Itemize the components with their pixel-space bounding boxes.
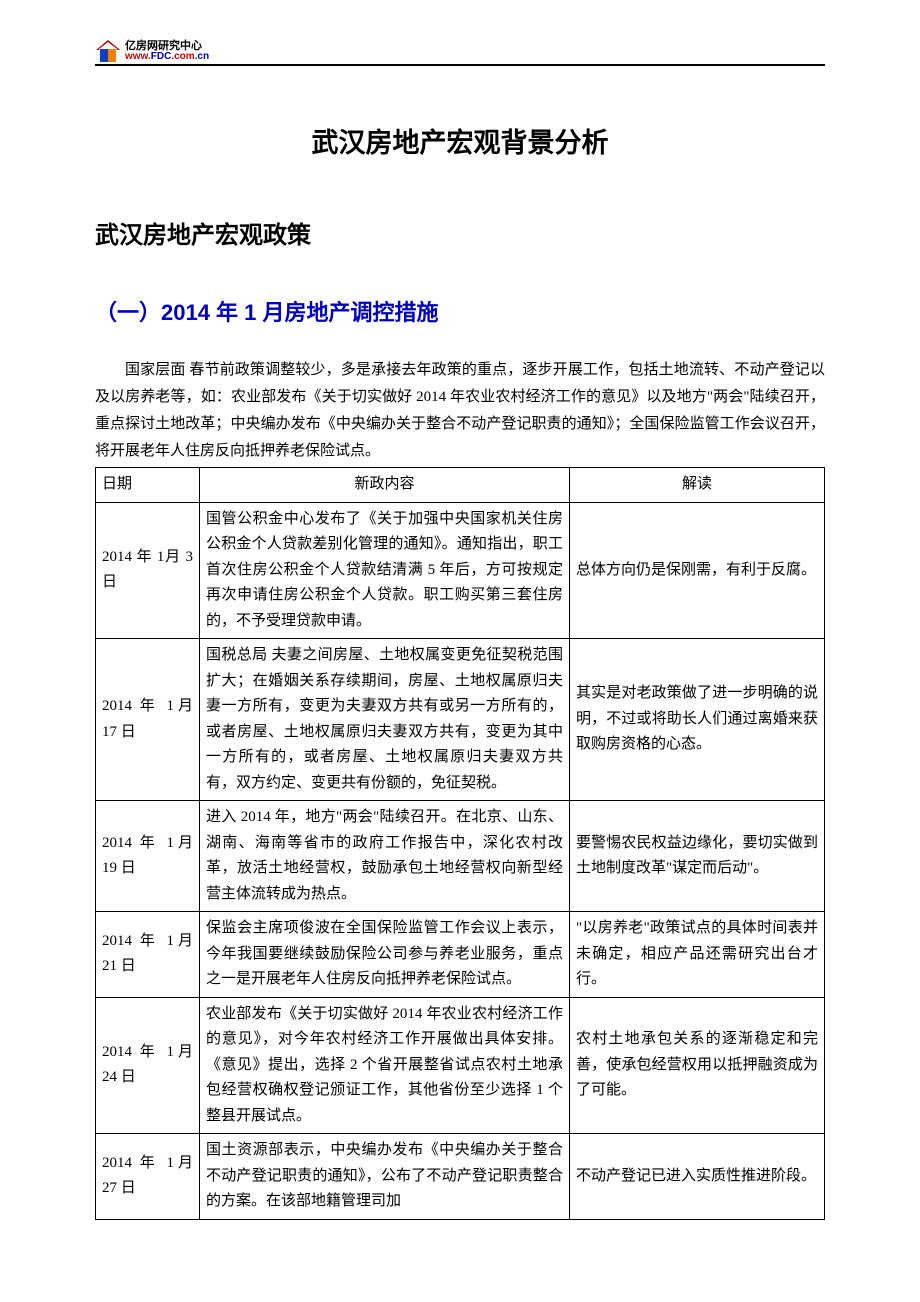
cell-date: 2014 年 1月 3 日: [96, 502, 200, 639]
logo-text: 亿房网研究中心 www.FDC.com.cn: [125, 41, 209, 62]
col-header-read: 解读: [570, 468, 825, 503]
table-row: 2014 年 1月 3 日 国管公积金中心发布了《关于加强中央国家机关住房公积金…: [96, 502, 825, 639]
table-row: 2014 年 1月 21 日 保监会主席项俊波在全国保险监管工作会议上表示，今年…: [96, 912, 825, 998]
cell-content: 国税总局 夫妻之间房屋、土地权属变更免征契税范围扩大；在婚姻关系存续期间，房屋、…: [200, 639, 570, 801]
cell-read: 农村土地承包关系的逐渐稳定和完善，使承包经营权用以抵押融资成为了可能。: [570, 997, 825, 1134]
cell-read: 要警惕农民权益边缘化，要切实做到土地制度改革"谋定而后动"。: [570, 801, 825, 912]
cell-content: 国管公积金中心发布了《关于加强中央国家机关住房公积金个人贷款差别化管理的通知》。…: [200, 502, 570, 639]
col-header-content: 新政内容: [200, 468, 570, 503]
cell-content: 农业部发布《关于切实做好 2014 年农业农村经济工作的意见》，对今年农村经济工…: [200, 997, 570, 1134]
col-header-date: 日期: [96, 468, 200, 503]
house-icon: [95, 40, 121, 62]
cell-read: 总体方向仍是保刚需，有利于反腐。: [570, 502, 825, 639]
page-header: 亿房网研究中心 www.FDC.com.cn: [95, 40, 825, 66]
logo: 亿房网研究中心 www.FDC.com.cn: [95, 40, 209, 62]
logo-url: www.FDC.com.cn: [125, 52, 209, 62]
cell-content: 国土资源部表示，中央编办发布《中央编办关于整合不动产登记职责的通知》，公布了不动…: [200, 1134, 570, 1220]
cell-date: 2014 年 1月 24 日: [96, 997, 200, 1134]
table-row: 2014 年 1月 24 日 农业部发布《关于切实做好 2014 年农业农村经济…: [96, 997, 825, 1134]
cell-date: 2014 年 1月 27 日: [96, 1134, 200, 1220]
table-row: 2014 年 1月 17 日 国税总局 夫妻之间房屋、土地权属变更免征契税范围扩…: [96, 639, 825, 801]
intro-paragraph: 国家层面 春节前政策调整较少，多是承接去年政策的重点，逐步开展工作，包括土地流转…: [95, 357, 825, 465]
cell-date: 2014 年 1月 19 日: [96, 801, 200, 912]
cell-content: 保监会主席项俊波在全国保险监管工作会议上表示，今年我国要继续鼓励保险公司参与养老…: [200, 912, 570, 998]
table-row: 2014 年 1月 19 日 进入 2014 年，地方"两会"陆续召开。在北京、…: [96, 801, 825, 912]
cell-content: 进入 2014 年，地方"两会"陆续召开。在北京、山东、湖南、海南等省市的政府工…: [200, 801, 570, 912]
table-header-row: 日期 新政内容 解读: [96, 468, 825, 503]
cell-read: "以房养老"政策试点的具体时间表并未确定，相应产品还需研究出台才行。: [570, 912, 825, 998]
cell-date: 2014 年 1月 17 日: [96, 639, 200, 801]
cell-date: 2014 年 1月 21 日: [96, 912, 200, 998]
subsection-heading: （一）2014 年 1 月房地产调控措施: [95, 295, 825, 327]
cell-read: 其实是对老政策做了进一步明确的说明，不过或将助长人们通过离婚来获取购房资格的心态…: [570, 639, 825, 801]
section-heading: 武汉房地产宏观政策: [95, 215, 825, 250]
cell-read: 不动产登记已进入实质性推进阶段。: [570, 1134, 825, 1220]
table-row: 2014 年 1月 27 日 国土资源部表示，中央编办发布《中央编办关于整合不动…: [96, 1134, 825, 1220]
page-title: 武汉房地产宏观背景分析: [95, 121, 825, 160]
policy-table: 日期 新政内容 解读 2014 年 1月 3 日 国管公积金中心发布了《关于加强…: [95, 467, 825, 1220]
